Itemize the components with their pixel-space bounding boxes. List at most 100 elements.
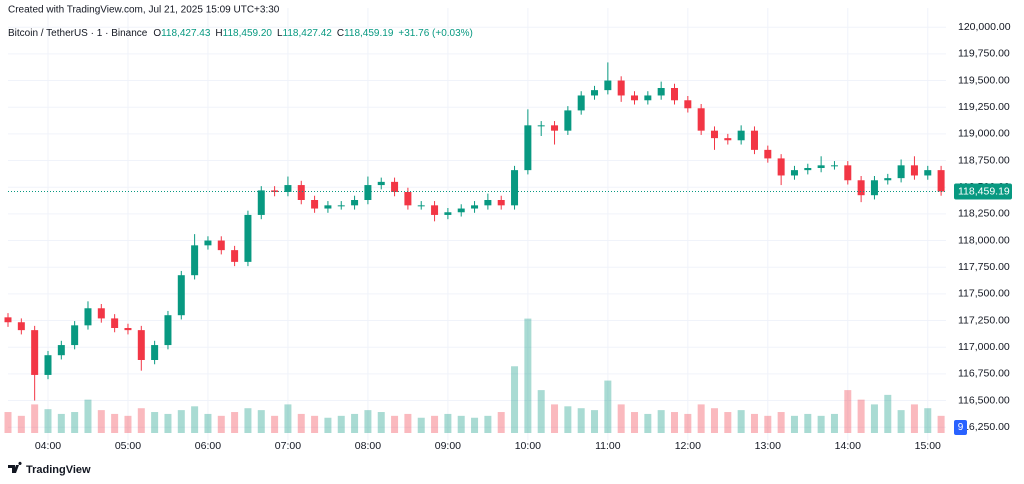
candle-body — [511, 170, 519, 206]
volume-badge-label: 9 — [958, 422, 964, 433]
volume-bar — [710, 408, 718, 433]
candle-body — [817, 165, 825, 168]
legend-key: H — [215, 28, 222, 39]
candle-body — [4, 317, 12, 323]
volume-bar — [284, 404, 292, 433]
volume-bar — [57, 413, 65, 433]
legend-key: C — [337, 28, 344, 39]
x-tick-label: 09:00 — [435, 440, 461, 452]
legend-change: +31.76 (+0.03%) — [398, 28, 473, 39]
candle-body — [537, 125, 545, 127]
candle-body — [497, 200, 505, 206]
candle-body — [124, 328, 132, 331]
volume-bar — [830, 413, 838, 433]
candle-body — [910, 165, 918, 176]
candle-body — [17, 322, 25, 331]
candle-body — [577, 95, 585, 111]
volume-bar — [164, 413, 172, 433]
y-tick-label: 116,500.00 — [958, 394, 1010, 406]
candle-body — [631, 95, 639, 101]
volume-bar — [551, 404, 559, 433]
volume-bar — [657, 410, 665, 433]
volume-bar — [471, 417, 479, 433]
candle-body — [724, 138, 732, 141]
volume-bar — [777, 412, 785, 433]
y-tick-label: 118,000.00 — [958, 234, 1010, 246]
volume-bar — [671, 412, 678, 433]
candle-body — [830, 165, 838, 167]
volume-bar — [444, 413, 452, 433]
symbol-title: Bitcoin / TetherUS · 1 · Binance — [8, 28, 148, 39]
candle-body — [710, 130, 718, 139]
volume-badge — [954, 420, 967, 435]
candle-body — [551, 125, 559, 131]
volume-layer — [4, 318, 945, 433]
x-tick-label: 05:00 — [115, 440, 141, 452]
candle-body — [924, 170, 932, 176]
volume-bar — [684, 413, 692, 433]
candle-body — [471, 205, 479, 209]
candle-body — [97, 308, 105, 319]
candle-body — [111, 318, 119, 328]
x-tick-label: 08:00 — [355, 440, 381, 452]
candle-body — [884, 178, 892, 181]
candle-body — [164, 315, 172, 346]
volume-bar — [84, 399, 92, 433]
volume-bar — [217, 415, 225, 433]
candle-body — [697, 108, 705, 131]
volume-bar — [537, 390, 545, 433]
candle-body — [417, 205, 425, 207]
brand-logo — [8, 461, 22, 473]
volume-bar — [937, 415, 945, 433]
candle-body — [591, 90, 599, 96]
volume-bar — [631, 412, 639, 433]
volume-bar — [737, 410, 745, 433]
y-tick-label: 117,000.00 — [958, 341, 1010, 353]
candle-body — [71, 325, 79, 346]
candle-body — [484, 200, 492, 206]
volume-bar — [697, 404, 705, 433]
candle-body — [204, 240, 212, 246]
candle-body — [231, 250, 239, 262]
volume-bar — [191, 406, 199, 433]
x-tick-label: 12:00 — [675, 440, 701, 452]
candle-body — [857, 180, 865, 196]
volume-bar — [884, 394, 892, 433]
volume-bar — [804, 413, 812, 433]
volume-bar — [324, 417, 332, 433]
volume-bar — [524, 318, 532, 433]
ohlc-legend: Bitcoin / TetherUS · 1 · Binance O118,427… — [8, 28, 473, 39]
candle-body — [271, 190, 279, 192]
volume-bar — [564, 406, 572, 433]
volume-bar — [790, 415, 798, 433]
legend-value: 118,459.19 — [344, 28, 394, 39]
volume-bar — [4, 412, 12, 433]
volume-bar — [857, 399, 865, 433]
volume-bar — [484, 415, 492, 433]
volume-bar — [137, 408, 145, 433]
volume-bar — [271, 415, 279, 433]
candle-body — [217, 240, 225, 251]
candle-body — [431, 205, 439, 215]
volume-bar — [351, 413, 359, 433]
legend-value: 118,427.43 — [161, 28, 211, 39]
volume-bar — [431, 415, 439, 433]
x-tick-label: 13:00 — [755, 440, 781, 452]
y-tick-label: 118,750.00 — [958, 154, 1010, 166]
candle-body — [404, 192, 412, 206]
candle-body — [351, 200, 359, 206]
volume-bar — [337, 415, 345, 433]
candle-body — [284, 185, 292, 192]
volume-bar — [404, 413, 412, 433]
x-tick-label: 10:00 — [515, 440, 541, 452]
candle-body — [137, 330, 145, 360]
grid-layer — [8, 8, 946, 440]
candle-body — [937, 170, 945, 192]
volume-bar — [764, 415, 772, 433]
y-tick-label: 117,750.00 — [958, 261, 1010, 273]
candle-body — [524, 125, 532, 171]
legend-value: 118,427.42 — [283, 28, 333, 39]
volume-bar — [151, 412, 159, 433]
x-tick-label: 11:00 — [595, 440, 621, 452]
